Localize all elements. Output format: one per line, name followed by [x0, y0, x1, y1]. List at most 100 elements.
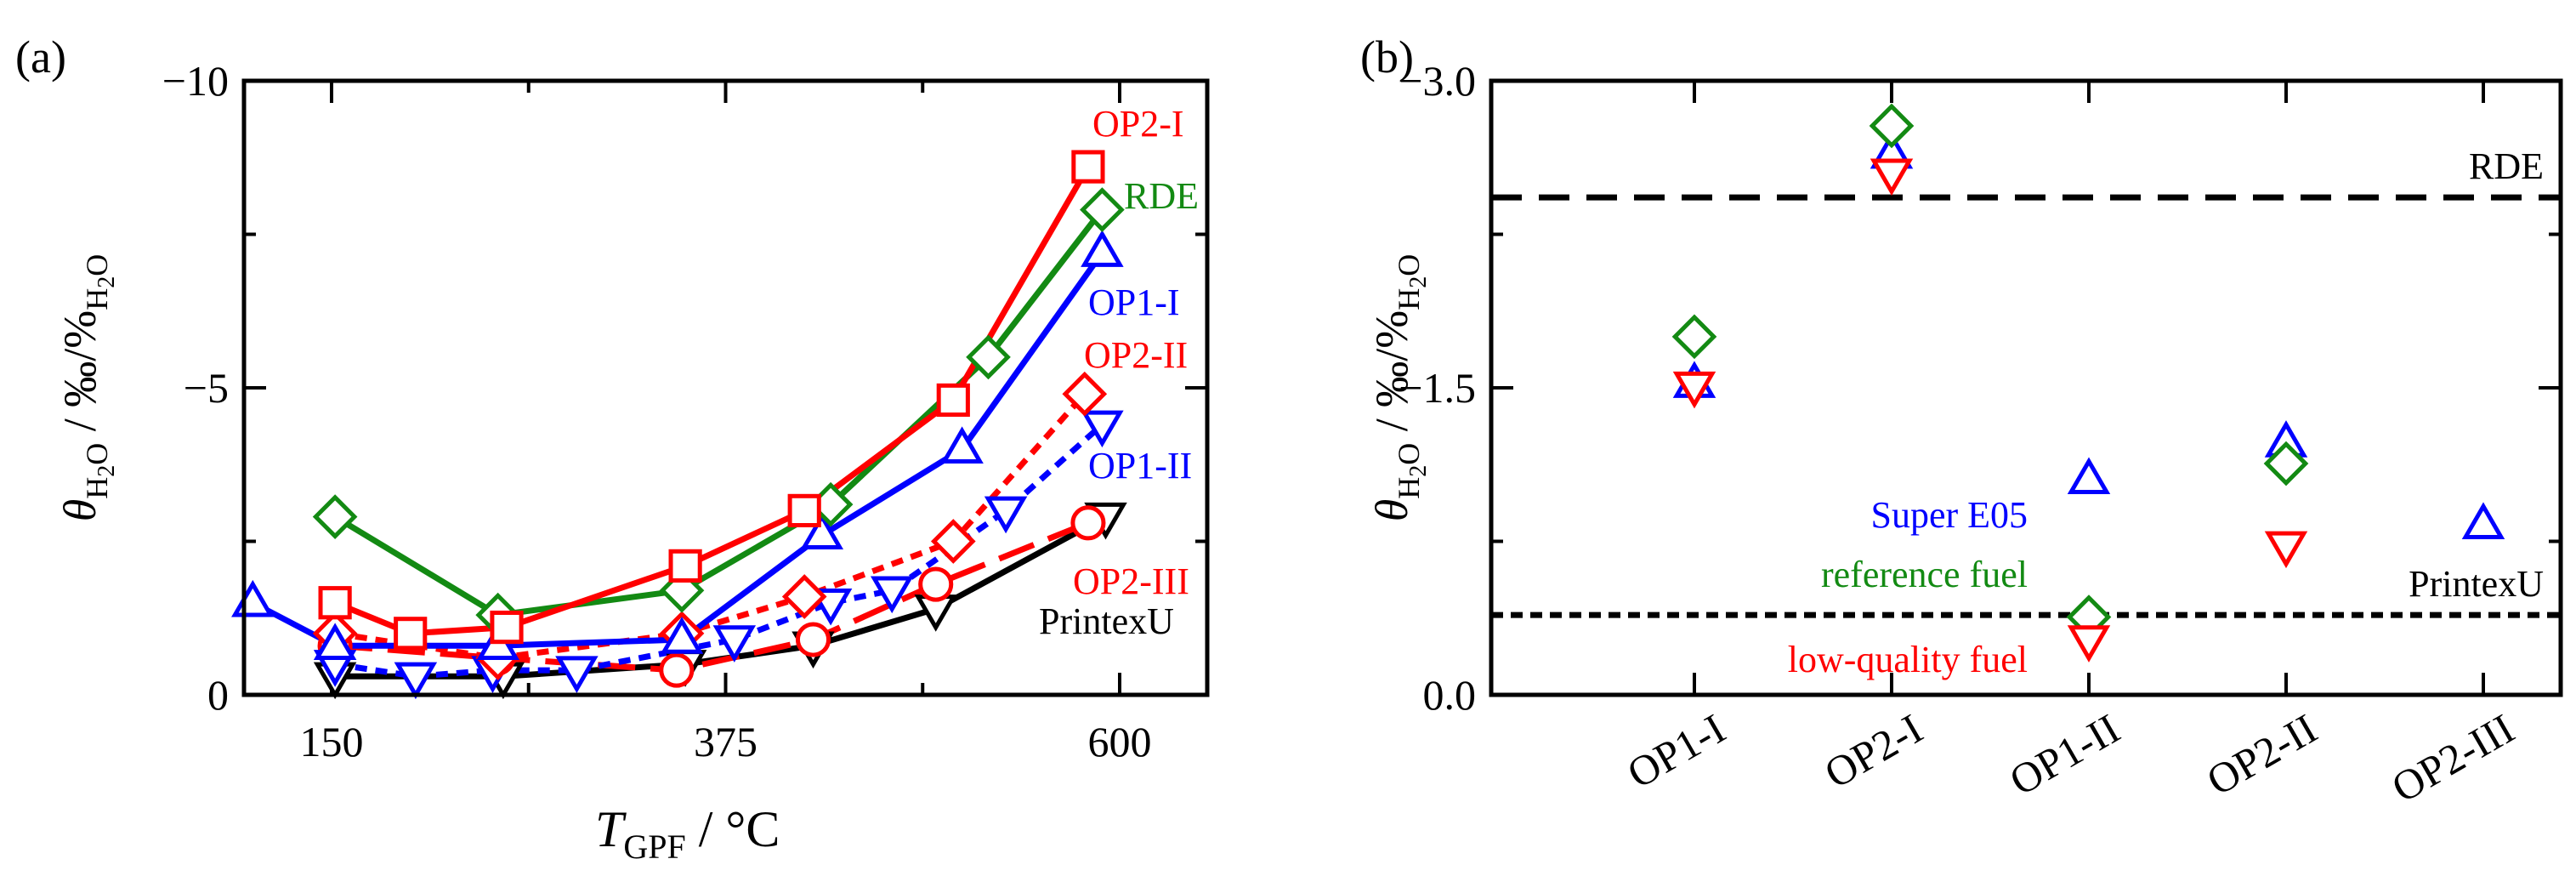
- panel-b-ylabel-sub3: O: [1392, 443, 1426, 465]
- data-point-Super E05: [2461, 502, 2505, 539]
- series-label-OP1-I: OP1-I: [1088, 282, 1180, 323]
- data-point-RDE: [966, 334, 1011, 380]
- data-point-OP1-I: [231, 579, 275, 617]
- data-point-OP2-I: [318, 586, 352, 620]
- panel-a-xlabel-sub: GPF: [623, 828, 685, 866]
- data-point-OP2-III: [795, 622, 831, 657]
- panel-a-label: (a): [15, 31, 66, 82]
- panel-a-ylabel-sub1: H: [80, 477, 114, 499]
- data-point-OP1-I: [660, 617, 704, 654]
- series-label-OP2-III: OP2-III: [1073, 560, 1189, 602]
- panel-a-y-axis-title: θH2O / ‰/%H2O: [54, 254, 120, 522]
- data-point-low-quality fuel: [2264, 531, 2308, 569]
- series-label-OP1-II: OP1-II: [1088, 445, 1192, 486]
- panel-b-ylabel-sub1: H: [1392, 477, 1426, 499]
- panel-a-ylabel-sub4: H: [80, 288, 114, 310]
- panel-b: (b) 0.0 −1.5 −3.0 OP1-I OP2-I OP1-II OP2-II OP2…: [1360, 31, 2563, 811]
- panel-a-y-tick-label: 0: [207, 671, 229, 719]
- data-point-OP1-II: [712, 625, 757, 663]
- panel-b-ylabel-mid: / ‰/%: [1366, 310, 1417, 443]
- panel-a-frame: [241, 78, 1210, 697]
- data-point-RDE: [1080, 187, 1125, 232]
- panel-b-ylabel-sub4: H: [1392, 288, 1426, 310]
- series-label-low-quality fuel: low-quality fuel: [1788, 639, 2028, 680]
- panel-b-ylabel-sub6: O: [1392, 254, 1426, 276]
- data-point-RDE: [659, 567, 705, 613]
- data-point-OP1-II: [555, 656, 599, 693]
- panel-b-ticks: 0.0 −1.5 −3.0 OP1-I OP2-I OP1-II OP2-II OP2-III: [1399, 57, 2561, 811]
- reference-label-RDE: RDE: [2469, 145, 2544, 187]
- data-point-OP2-I: [490, 610, 524, 645]
- panel-b-y-tick-label: −3.0: [1399, 57, 1476, 105]
- panel-b-category-label: OP2-II: [2199, 704, 2324, 805]
- panel-a-ylabel-sub2: 2: [94, 465, 120, 477]
- panel-b-y-tick-label: −1.5: [1399, 364, 1476, 412]
- data-point-OP1-II: [1081, 410, 1124, 448]
- panel-a-xlabel-unit: / °C: [686, 801, 780, 857]
- series-line-RDE: [333, 208, 1105, 618]
- panel-a-x-axis-title: TGPF / °C: [595, 801, 780, 866]
- data-point-OP2-I: [394, 617, 428, 651]
- data-point-OP2-II: [1062, 371, 1108, 417]
- data-point-low-quality fuel: [2067, 625, 2111, 663]
- reference-label-PrintexU: PrintexU: [2409, 563, 2544, 605]
- data-point-OP2-I: [1071, 150, 1105, 184]
- panel-b-category-label: OP2-III: [2384, 704, 2522, 811]
- panel-a-x-tick-label: 150: [300, 718, 364, 765]
- data-point-low-quality fuel: [1672, 371, 1716, 409]
- panel-a-y-tick-label: −5: [184, 364, 229, 412]
- panel-b-legend-labels: Super E05 reference fuel low-quality fuel: [1788, 494, 2028, 680]
- series-label-OP2-II: OP2-II: [1084, 334, 1188, 376]
- panel-b-category-label: OP1-I: [1620, 704, 1733, 798]
- series-label-reference fuel: reference fuel: [1821, 554, 2028, 595]
- data-point-Super E05: [2067, 457, 2111, 495]
- panel-b-frame: [1489, 78, 2563, 697]
- panel-a-ylabel-mid: / ‰/%: [54, 310, 105, 443]
- data-point-OP1-II: [394, 662, 438, 700]
- series-label-PrintexU: PrintexU: [1039, 600, 1174, 642]
- data-point-low-quality fuel: [1870, 158, 1914, 196]
- panel-b-series: [1671, 103, 2505, 663]
- panel-a-x-tick-label: 375: [694, 718, 757, 765]
- panel-b-label: (b): [1360, 31, 1414, 82]
- series-label-Super E05: Super E05: [1870, 494, 2028, 536]
- data-point-OP1-I: [1081, 230, 1124, 267]
- data-point-OP2-I: [936, 383, 970, 418]
- data-point-OP1-I: [940, 426, 984, 464]
- series-line-OP2-I: [333, 165, 1091, 637]
- panel-b-category-label: OP2-I: [1817, 704, 1931, 798]
- data-point-reference fuel: [2263, 441, 2309, 486]
- data-point-OP2-III: [1070, 505, 1106, 541]
- data-point-OP1-I: [313, 623, 357, 660]
- panel-b-ylabel-theta: θ: [1366, 499, 1417, 522]
- panel-a-ylabel-sub6: O: [80, 254, 114, 276]
- panel-b-y-axis-title: θH2O / ‰/%H2O: [1366, 254, 1432, 522]
- panel-b-y-tick-label: 0.0: [1423, 671, 1477, 719]
- data-point-reference fuel: [1671, 314, 1717, 360]
- series-line-PrintexU: [335, 514, 1108, 680]
- panel-b-ylabel-sub5: 2: [1405, 276, 1432, 288]
- panel-a-ylabel-sub5: 2: [94, 276, 120, 288]
- data-point-OP2-II: [781, 574, 827, 619]
- panel-a-ticks: 0 −5 −10 150 375 600: [162, 57, 1207, 765]
- data-point-OP2-III: [918, 566, 954, 602]
- panel-a-ylabel-sub3: O: [80, 443, 114, 465]
- data-point-OP2-I: [787, 493, 821, 527]
- data-point-OP1-II: [984, 496, 1028, 534]
- data-point-OP1-I: [800, 512, 844, 550]
- data-point-RDE: [312, 494, 358, 539]
- series-label-RDE: RDE: [1124, 175, 1199, 217]
- panel-a-series: [231, 150, 1127, 700]
- data-point-OP2-II: [930, 519, 976, 564]
- series-line-OP2-III: [334, 520, 1090, 674]
- panel-b-reference-lines: RDE PrintexU: [1491, 145, 2561, 618]
- panel-a-x-tick-label: 600: [1088, 718, 1152, 765]
- data-point-reference fuel: [1869, 103, 1915, 149]
- panel-a-ylabel-theta: θ: [54, 499, 105, 522]
- panel-a-xlabel-main: T: [595, 801, 627, 857]
- data-point-OP2-III: [659, 652, 695, 688]
- panel-a-y-tick-label: −10: [162, 57, 229, 105]
